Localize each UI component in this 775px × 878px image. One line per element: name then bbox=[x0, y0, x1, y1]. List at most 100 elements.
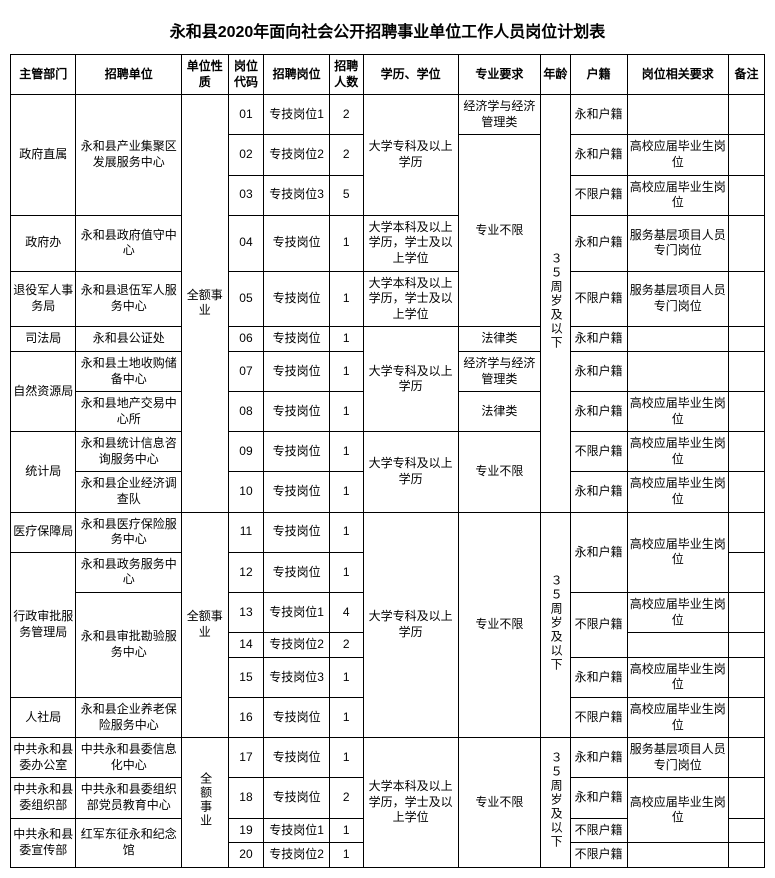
cell-huji: 永和户籍 bbox=[570, 215, 627, 271]
th-edu: 学历、学位 bbox=[363, 55, 458, 95]
cell-major: 专业不限 bbox=[458, 135, 540, 327]
cell-num: 2 bbox=[329, 95, 363, 135]
cell-req: 高校应届毕业生岗位 bbox=[627, 593, 728, 633]
cell-huji: 不限户籍 bbox=[570, 175, 627, 215]
cell-unit: 永和县地产交易中心所 bbox=[76, 392, 182, 432]
cell-num: 2 bbox=[329, 135, 363, 175]
page-title: 永和县2020年面向社会公开招聘事业单位工作人员岗位计划表 bbox=[10, 18, 765, 42]
cell-code: 15 bbox=[228, 657, 264, 697]
cell-unit: 永和县土地收购储备中心 bbox=[76, 351, 182, 391]
th-code: 岗位代码 bbox=[228, 55, 264, 95]
cell-note bbox=[729, 215, 765, 271]
cell-num: 2 bbox=[329, 778, 363, 818]
cell-req: 高校应届毕业生岗位 bbox=[627, 698, 728, 738]
cell-req bbox=[627, 95, 728, 135]
table-row: 退役军人事务局 永和县退伍军人服务中心 05 专技岗位 1 大学本科及以上学历，… bbox=[11, 271, 765, 327]
cell-major: 经济学与经济管理类 bbox=[458, 351, 540, 391]
cell-huji: 永和户籍 bbox=[570, 392, 627, 432]
cell-post: 专技岗位2 bbox=[264, 633, 329, 658]
cell-post: 专技岗位2 bbox=[264, 843, 329, 868]
cell-num: 1 bbox=[329, 271, 363, 327]
cell-req: 高校应届毕业生岗位 bbox=[627, 175, 728, 215]
table-row: 政府办 永和县政府值守中心 04 专技岗位 1 大学本科及以上学历，学士及以上学… bbox=[11, 215, 765, 271]
cell-huji: 不限户籍 bbox=[570, 818, 627, 843]
cell-num: 2 bbox=[329, 633, 363, 658]
cell-huji: 不限户籍 bbox=[570, 698, 627, 738]
th-huji: 户籍 bbox=[570, 55, 627, 95]
cell-dept: 统计局 bbox=[11, 432, 76, 512]
table-row: 中共永和县委办公室 中共永和县委信息化中心 全额事业 17 专技岗位 1 大学本… bbox=[11, 738, 765, 778]
cell-num: 1 bbox=[329, 215, 363, 271]
cell-dept: 司法局 bbox=[11, 327, 76, 352]
cell-req: 高校应届毕业生岗位 bbox=[627, 778, 728, 843]
cell-num: 1 bbox=[329, 472, 363, 512]
cell-huji: 永和户籍 bbox=[570, 472, 627, 512]
cell-req: 服务基层项目人员专门岗位 bbox=[627, 215, 728, 271]
th-note: 备注 bbox=[729, 55, 765, 95]
cell-post: 专技岗位 bbox=[264, 552, 329, 592]
cell-note bbox=[729, 512, 765, 552]
cell-code: 07 bbox=[228, 351, 264, 391]
cell-code: 17 bbox=[228, 738, 264, 778]
table-row: 司法局 永和县公证处 06 专技岗位 1 大学专科及以上学历 法律类 永和户籍 bbox=[11, 327, 765, 352]
cell-post: 专技岗位1 bbox=[264, 95, 329, 135]
cell-unit: 永和县产业集聚区发展服务中心 bbox=[76, 95, 182, 216]
cell-post: 专技岗位 bbox=[264, 432, 329, 472]
recruitment-plan-table: 主管部门 招聘单位 单位性质 岗位代码 招聘岗位 招聘人数 学历、学位 专业要求… bbox=[10, 54, 765, 868]
cell-edu: 大学专科及以上学历 bbox=[363, 512, 458, 738]
cell-num: 5 bbox=[329, 175, 363, 215]
cell-code: 04 bbox=[228, 215, 264, 271]
cell-code: 08 bbox=[228, 392, 264, 432]
th-age: 年龄 bbox=[541, 55, 571, 95]
cell-unit: 中共永和县委组织部党员教育中心 bbox=[76, 778, 182, 818]
cell-major: 专业不限 bbox=[458, 432, 540, 512]
cell-num: 1 bbox=[329, 698, 363, 738]
cell-post: 专技岗位2 bbox=[264, 135, 329, 175]
cell-code: 05 bbox=[228, 271, 264, 327]
table-row: 政府直属 永和县产业集聚区发展服务中心 全额事业 01 专技岗位1 2 大学专科… bbox=[11, 95, 765, 135]
cell-note bbox=[729, 271, 765, 327]
cell-num: 1 bbox=[329, 432, 363, 472]
cell-post: 专技岗位 bbox=[264, 351, 329, 391]
cell-age: ３５周岁及以下 bbox=[541, 95, 571, 512]
cell-num: 1 bbox=[329, 327, 363, 352]
cell-code: 20 bbox=[228, 843, 264, 868]
cell-major: 法律类 bbox=[458, 327, 540, 352]
cell-post: 专技岗位 bbox=[264, 778, 329, 818]
cell-note bbox=[729, 738, 765, 778]
cell-edu: 大学专科及以上学历 bbox=[363, 95, 458, 216]
cell-note bbox=[729, 135, 765, 175]
cell-huji: 永和户籍 bbox=[570, 95, 627, 135]
cell-dept: 中共永和县委组织部 bbox=[11, 778, 76, 818]
cell-age: ３５周岁及以下 bbox=[541, 512, 571, 738]
th-nature: 单位性质 bbox=[182, 55, 228, 95]
cell-huji: 不限户籍 bbox=[570, 593, 627, 658]
cell-huji: 不限户籍 bbox=[570, 843, 627, 868]
cell-unit: 永和县统计信息咨询服务中心 bbox=[76, 432, 182, 472]
cell-code: 09 bbox=[228, 432, 264, 472]
cell-huji: 不限户籍 bbox=[570, 432, 627, 472]
cell-dept: 政府直属 bbox=[11, 95, 76, 216]
cell-huji: 永和户籍 bbox=[570, 135, 627, 175]
cell-unit: 永和县政务服务中心 bbox=[76, 552, 182, 592]
cell-huji: 不限户籍 bbox=[570, 271, 627, 327]
cell-post: 专技岗位 bbox=[264, 512, 329, 552]
cell-code: 03 bbox=[228, 175, 264, 215]
cell-dept: 人社局 bbox=[11, 698, 76, 738]
cell-post: 专技岗位3 bbox=[264, 657, 329, 697]
cell-post: 专技岗位 bbox=[264, 271, 329, 327]
cell-huji: 永和户籍 bbox=[570, 327, 627, 352]
cell-dept: 医疗保障局 bbox=[11, 512, 76, 552]
th-dept: 主管部门 bbox=[11, 55, 76, 95]
cell-req: 高校应届毕业生岗位 bbox=[627, 657, 728, 697]
cell-code: 02 bbox=[228, 135, 264, 175]
cell-unit: 永和县企业经济调查队 bbox=[76, 472, 182, 512]
cell-dept: 行政审批服务管理局 bbox=[11, 552, 76, 697]
cell-note bbox=[729, 657, 765, 697]
cell-req: 高校应届毕业生岗位 bbox=[627, 512, 728, 592]
cell-note bbox=[729, 351, 765, 391]
cell-req bbox=[627, 351, 728, 391]
cell-major: 专业不限 bbox=[458, 512, 540, 738]
cell-code: 06 bbox=[228, 327, 264, 352]
cell-num: 1 bbox=[329, 392, 363, 432]
